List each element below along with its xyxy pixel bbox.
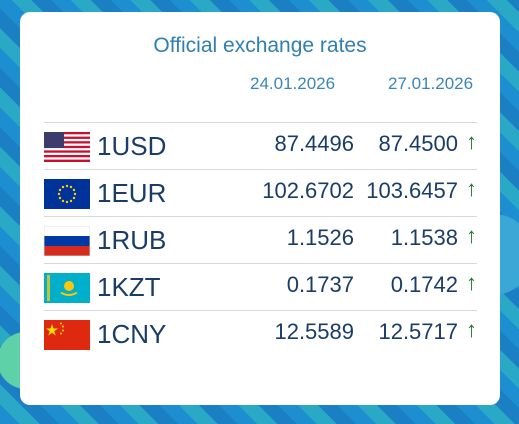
rate-previous: 87.4496 (274, 131, 354, 156)
eu-flag-icon (44, 179, 90, 209)
currency-code: 1EUR (97, 178, 167, 208)
china-flag-icon (44, 320, 90, 350)
up-arrow-icon: ↑ (466, 223, 477, 248)
rate-current: 103.6457 (366, 178, 458, 203)
rates-title: Official exchange rates (153, 34, 367, 57)
rate-current: 87.4500 (378, 131, 458, 156)
table-row: 1CNY 12.5589 12.5717 ↑ (44, 310, 477, 357)
rate-previous: 0.1737 (286, 272, 354, 297)
usa-flag-icon (44, 132, 90, 162)
table-row: 1EUR 102.6702 103.6457 ↑ (44, 169, 477, 216)
table-row: 1KZT 0.1737 0.1742 ↑ (44, 263, 477, 310)
rate-previous: 1.1526 (286, 225, 354, 250)
kazakhstan-flag-icon (44, 273, 90, 303)
up-arrow-icon: ↑ (466, 270, 477, 295)
up-arrow-icon: ↑ (466, 129, 477, 154)
up-arrow-icon: ↑ (466, 317, 477, 342)
rate-current: 1.1538 (390, 225, 458, 250)
currency-code: 1USD (97, 131, 167, 161)
russia-flag-icon (44, 226, 90, 256)
currency-code: 1KZT (97, 272, 161, 302)
table-row: 1RUB 1.1526 1.1538 ↑ (44, 216, 477, 263)
rate-current: 0.1742 (390, 272, 458, 297)
rate-previous: 102.6702 (262, 178, 354, 203)
table-row: 1USD 87.4496 87.4500 ↑ (44, 122, 477, 169)
rate-previous: 12.5589 (274, 319, 354, 344)
date-previous: 24.01.2026 (250, 74, 336, 93)
up-arrow-icon: ↑ (466, 176, 477, 201)
date-current: 27.01.2026 (388, 74, 474, 93)
currency-code: 1CNY (97, 319, 167, 349)
rates-table: 1USD 87.4496 87.4500 ↑ 1EUR 102.6702 103… (44, 122, 477, 357)
rate-current: 12.5717 (378, 319, 458, 344)
exchange-rates-card: Official exchange rates 24.01.2026 27.01… (20, 12, 500, 405)
currency-code: 1RUB (97, 225, 167, 255)
